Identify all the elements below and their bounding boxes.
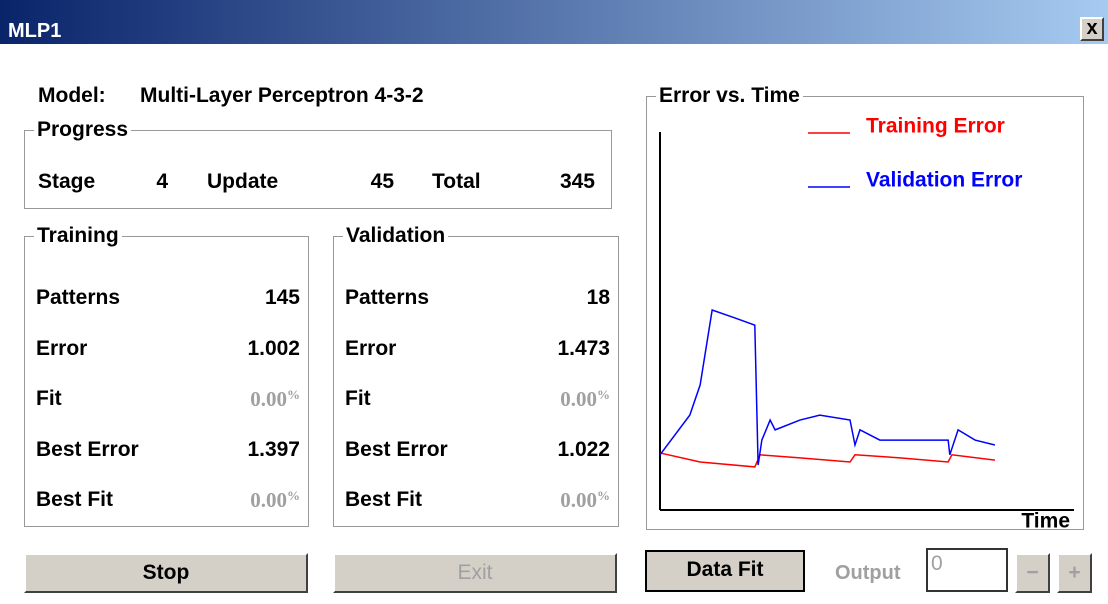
- legend-label: Training Error: [866, 115, 1005, 138]
- stop-button[interactable]: Stop: [24, 553, 308, 593]
- window: MLP1 x Model: Multi-Layer Perceptron 4-3…: [0, 0, 1108, 604]
- chart: Time Training Error Validation Error: [0, 0, 1108, 604]
- output-input[interactable]: 0: [926, 548, 1008, 592]
- output-label: Output: [835, 562, 901, 585]
- data-fit-button[interactable]: Data Fit: [645, 550, 805, 592]
- legend-label: Validation Error: [866, 169, 1022, 192]
- series-line: [660, 310, 995, 465]
- exit-button[interactable]: Exit: [333, 553, 617, 593]
- minus-button[interactable]: −: [1015, 553, 1050, 593]
- x-axis-label: Time: [1021, 510, 1070, 533]
- plus-button[interactable]: +: [1057, 553, 1092, 593]
- series-line: [660, 453, 995, 467]
